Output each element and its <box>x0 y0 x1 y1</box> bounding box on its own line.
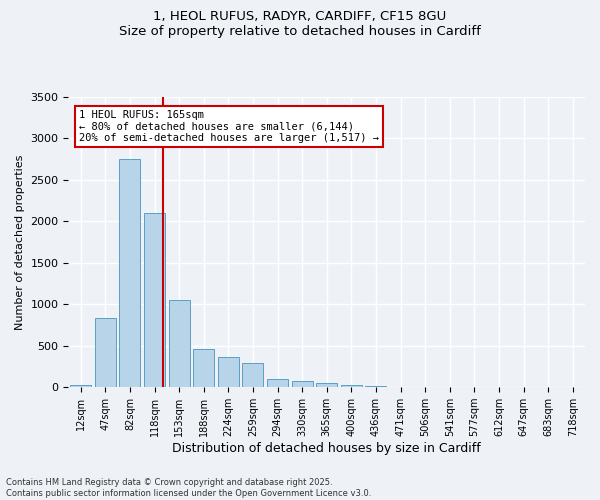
Bar <box>242 363 263 387</box>
Y-axis label: Number of detached properties: Number of detached properties <box>15 154 25 330</box>
Text: Contains HM Land Registry data © Crown copyright and database right 2025.
Contai: Contains HM Land Registry data © Crown c… <box>6 478 371 498</box>
Bar <box>267 379 288 387</box>
Bar <box>144 213 165 387</box>
Bar <box>292 380 313 387</box>
X-axis label: Distribution of detached houses by size in Cardiff: Distribution of detached houses by size … <box>172 442 481 455</box>
Bar <box>193 349 214 387</box>
Bar <box>341 384 362 387</box>
Text: 1, HEOL RUFUS, RADYR, CARDIFF, CF15 8GU
Size of property relative to detached ho: 1, HEOL RUFUS, RADYR, CARDIFF, CF15 8GU … <box>119 10 481 38</box>
Bar <box>119 159 140 387</box>
Bar <box>365 386 386 387</box>
Bar <box>218 358 239 387</box>
Bar <box>70 384 91 387</box>
Bar <box>95 318 116 387</box>
Bar <box>169 300 190 387</box>
Bar <box>316 383 337 387</box>
Text: 1 HEOL RUFUS: 165sqm
← 80% of detached houses are smaller (6,144)
20% of semi-de: 1 HEOL RUFUS: 165sqm ← 80% of detached h… <box>79 110 379 144</box>
